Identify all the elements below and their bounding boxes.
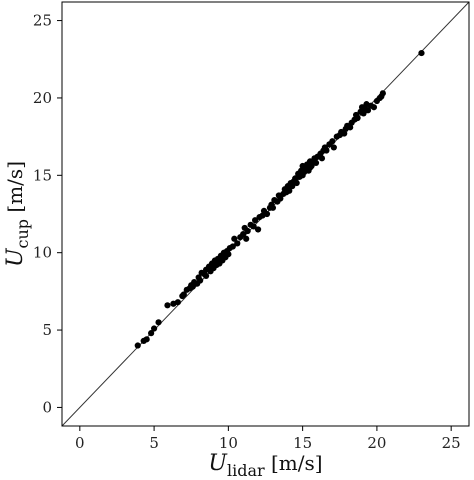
data-point xyxy=(143,336,150,343)
y-axis-label-main: U xyxy=(3,247,28,267)
data-point xyxy=(240,231,247,238)
y-tick-label: 20 xyxy=(33,89,52,107)
data-point xyxy=(244,227,251,235)
data-point xyxy=(250,223,257,230)
x-tick-label: 25 xyxy=(442,434,461,452)
y-axis-label: Ucup [m/s] xyxy=(3,161,32,267)
data-point xyxy=(155,319,162,326)
data-point xyxy=(231,235,238,242)
data-point xyxy=(254,226,262,233)
data-point xyxy=(364,107,372,114)
plot-frame xyxy=(61,1,470,427)
x-tick-label: 5 xyxy=(149,434,159,452)
y-axis-label-unit: [m/s] xyxy=(3,161,27,219)
data-point xyxy=(269,204,277,211)
data-point xyxy=(150,325,158,332)
data-point xyxy=(202,272,210,279)
data-point xyxy=(174,299,181,306)
data-point xyxy=(243,235,250,242)
data-point xyxy=(180,291,187,298)
data-point xyxy=(134,342,141,349)
x-tick-label: 0 xyxy=(75,434,85,452)
data-point xyxy=(418,49,425,57)
data-point xyxy=(354,114,361,122)
y-tick-label: 10 xyxy=(33,244,52,262)
y-tick-label: 0 xyxy=(42,398,52,416)
x-axis-label-sub: lidar xyxy=(227,461,265,480)
x-axis-label-main: U xyxy=(208,451,228,476)
data-point xyxy=(286,187,293,194)
data-point xyxy=(164,302,171,309)
data-point xyxy=(229,243,236,250)
data-point xyxy=(225,251,232,258)
y-tick-label: 25 xyxy=(33,12,52,30)
data-point xyxy=(370,104,378,111)
x-tick-label: 15 xyxy=(293,434,312,452)
data-point xyxy=(318,155,326,162)
data-point xyxy=(312,159,320,167)
data-point xyxy=(277,195,284,202)
x-axis-label-unit: [m/s] xyxy=(265,451,323,475)
data-point xyxy=(330,144,337,151)
x-tick-label: 10 xyxy=(219,434,238,452)
data-point xyxy=(379,90,386,97)
y-tick-label: 5 xyxy=(42,321,52,339)
data-point xyxy=(323,147,330,154)
axis-ticks-layer: 0 5 10 15 20 25 0 5 10 15 20 25 xyxy=(33,12,461,452)
data-point xyxy=(197,277,204,284)
x-axis-label: Ulidar [m/s] xyxy=(208,451,322,480)
x-tick-label: 20 xyxy=(367,434,386,452)
data-point xyxy=(252,217,259,224)
data-point xyxy=(148,330,155,337)
data-point xyxy=(234,240,241,247)
y-axis-label-sub: cup xyxy=(13,219,32,249)
y-tick-label: 15 xyxy=(33,166,52,184)
data-point xyxy=(263,210,271,218)
data-point xyxy=(329,138,336,145)
data-point xyxy=(293,179,300,187)
data-points-layer xyxy=(134,49,425,349)
